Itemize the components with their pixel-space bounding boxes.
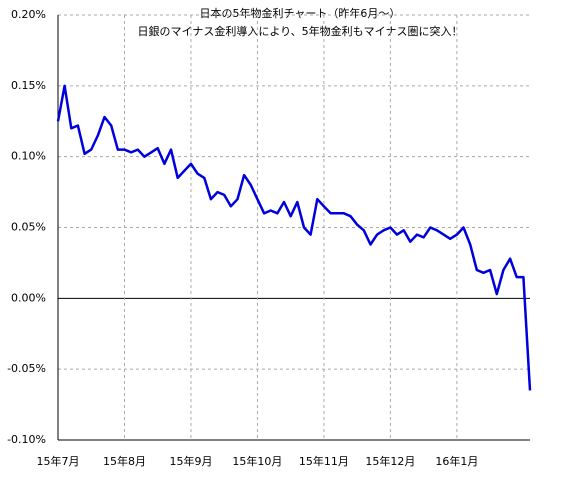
y-tick-label: 0.15% xyxy=(11,79,46,92)
y-tick-label: 0.20% xyxy=(11,8,46,21)
x-tick-label: 15年11月 xyxy=(299,454,349,468)
y-tick-label: -0.05% xyxy=(7,362,46,375)
x-tick-label: 15年7月 xyxy=(37,454,80,468)
y-tick-label: 0.10% xyxy=(11,150,46,163)
x-tick-label: 15年12月 xyxy=(365,454,415,468)
y-tick-label: 0.05% xyxy=(11,221,46,234)
x-tick-label: 16年1月 xyxy=(435,454,478,468)
x-tick-label: 15年8月 xyxy=(103,454,146,468)
chart-title: 日本の5年物金利チャート（昨年6月～） xyxy=(200,6,401,20)
x-tick-label: 15年10月 xyxy=(232,454,282,468)
y-tick-label: -0.10% xyxy=(7,433,46,446)
x-tick-label: 15年9月 xyxy=(169,454,212,468)
y-tick-label: 0.00% xyxy=(11,291,46,304)
data-line xyxy=(56,84,532,391)
chart-subtitle: 日銀のマイナス金利導入により、5年物金利もマイナス圏に突入！ xyxy=(138,24,463,38)
